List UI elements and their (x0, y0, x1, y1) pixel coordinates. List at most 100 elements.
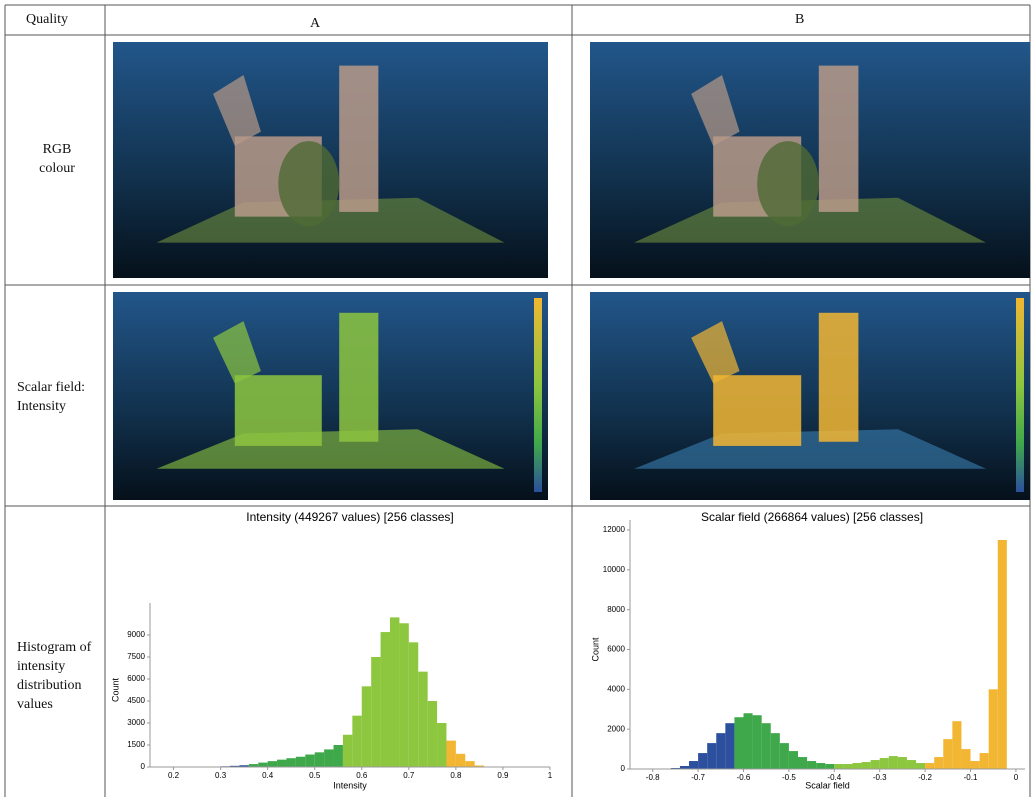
histogram-bar (752, 715, 762, 769)
histogram-bar (352, 715, 362, 767)
x-tick-label: -0.1 (964, 773, 978, 782)
x-tick-label: 0.5 (309, 771, 321, 780)
point-cloud-image (590, 292, 1030, 500)
tower (339, 65, 379, 212)
x-tick-label: 1 (548, 771, 553, 780)
histogram-bar (825, 764, 835, 769)
roof (691, 75, 740, 146)
histogram-bar (371, 657, 381, 767)
x-tick-label: -0.3 (873, 773, 887, 782)
header-cell: A (310, 16, 321, 31)
point-cloud-image (590, 42, 1030, 278)
histogram-bar (324, 749, 334, 767)
histogram-bar (248, 764, 259, 767)
x-tick-label: 0.4 (262, 771, 274, 780)
histogram-bar (843, 764, 853, 769)
histogram-bar (380, 632, 390, 767)
header-cell: Quality (26, 12, 68, 27)
y-tick-label: 6000 (607, 645, 625, 654)
y-tick-label: 0 (141, 762, 146, 771)
tower (818, 312, 859, 442)
point-cloud-image (113, 292, 548, 500)
histogram-bar (816, 763, 826, 769)
row-label: Scalar field: Intensity (17, 380, 86, 414)
y-tick-label: 8000 (607, 605, 625, 614)
histogram-bar (230, 765, 240, 767)
histogram-bar (286, 758, 296, 767)
histogram-bar (888, 756, 898, 769)
y-tick-label: 7500 (127, 652, 145, 661)
colour-bar (534, 298, 542, 492)
tower (339, 312, 379, 442)
histogram-bar (333, 745, 343, 767)
x-axis-label: Scalar field (805, 780, 850, 790)
histogram-bar (305, 754, 315, 767)
histogram-bar (707, 743, 717, 769)
x-tick-label: -0.2 (918, 773, 932, 782)
histogram-bar (716, 733, 726, 769)
y-tick-label: 2000 (607, 724, 625, 733)
histogram-bar (314, 752, 325, 767)
histogram-bar (427, 701, 438, 767)
histogram-bar (797, 757, 808, 769)
histogram-bar (418, 671, 428, 767)
histogram-bar (997, 539, 1007, 769)
histogram-bar (295, 756, 306, 767)
histogram-bar (399, 623, 409, 767)
histogram-bar (961, 749, 971, 769)
colour-bar (1016, 298, 1024, 492)
x-tick-label: -0.7 (691, 773, 705, 782)
histogram-bar (361, 686, 372, 767)
histogram-bar (925, 763, 935, 769)
histogram-bar (446, 740, 456, 767)
y-axis-label: Count (590, 637, 600, 662)
histogram-bar (743, 713, 753, 769)
histogram-bar (897, 757, 907, 769)
histogram-bar (916, 763, 926, 769)
x-tick-label: 0.9 (497, 771, 509, 780)
histogram-bar (390, 617, 400, 767)
header-cell: B (795, 12, 805, 27)
histogram-bar (770, 733, 780, 769)
histogram-bar (779, 743, 789, 769)
histogram-bar (943, 739, 953, 769)
point-cloud-image (113, 42, 548, 278)
histogram-bar (970, 761, 980, 769)
x-axis-label: Intensity (333, 780, 367, 790)
y-tick-label: 10000 (603, 565, 626, 574)
y-tick-label: 9000 (127, 630, 145, 639)
roof (213, 321, 261, 384)
histogram-bar (988, 689, 998, 769)
table-lines (4, 4, 1031, 797)
histogram-bar (698, 753, 708, 769)
roof (213, 75, 261, 146)
y-tick-label: 3000 (127, 718, 145, 727)
row-label: RGB colour (39, 142, 75, 176)
y-axis-label: Count (110, 678, 120, 703)
histogram-bar (852, 763, 862, 769)
histogram-bar (879, 758, 889, 769)
x-tick-label: -0.5 (782, 773, 796, 782)
histogram-bar (906, 760, 917, 769)
histogram-bar (861, 762, 871, 769)
histogram-bar (239, 765, 249, 767)
x-tick-label: 0.7 (403, 771, 415, 780)
y-tick-label: 4000 (607, 684, 625, 693)
histogram-bar (455, 753, 466, 767)
histogram-bar (725, 723, 735, 769)
y-tick-label: 6000 (127, 674, 145, 683)
histogram-bar (979, 753, 989, 769)
wall (713, 375, 802, 446)
histogram-bar (277, 759, 287, 767)
histogram-bar (734, 717, 744, 769)
x-tick-label: -0.6 (737, 773, 751, 782)
tree (278, 141, 340, 227)
histogram-bar (689, 761, 699, 769)
x-tick-label: 0 (1014, 773, 1019, 782)
histogram-bar (834, 764, 844, 769)
histogram-bar (258, 762, 268, 767)
histogram-bar (408, 642, 419, 767)
histogram-bar (788, 751, 798, 769)
histogram-bar (870, 760, 880, 769)
